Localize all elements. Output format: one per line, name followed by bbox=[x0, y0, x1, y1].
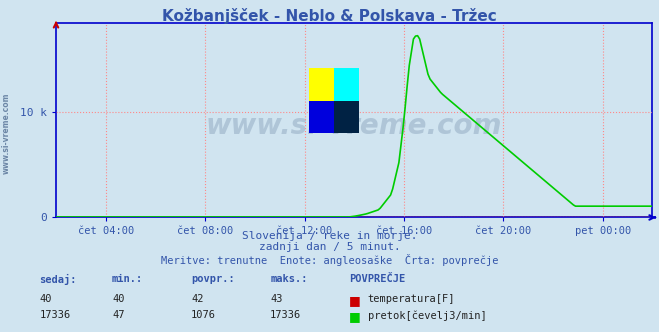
Text: maks.:: maks.: bbox=[270, 274, 308, 284]
Text: 17336: 17336 bbox=[270, 310, 301, 320]
Text: Slovenija / reke in morje.: Slovenija / reke in morje. bbox=[242, 231, 417, 241]
Text: 42: 42 bbox=[191, 294, 204, 304]
Text: ■: ■ bbox=[349, 294, 361, 307]
Text: Kožbanjšček - Neblo & Polskava - Tržec: Kožbanjšček - Neblo & Polskava - Tržec bbox=[162, 8, 497, 24]
Text: pretok[čevelj3/min]: pretok[čevelj3/min] bbox=[368, 310, 486, 321]
Text: temperatura[F]: temperatura[F] bbox=[368, 294, 455, 304]
Text: min.:: min.: bbox=[112, 274, 143, 284]
Text: povpr.:: povpr.: bbox=[191, 274, 235, 284]
Text: 1076: 1076 bbox=[191, 310, 216, 320]
Text: ■: ■ bbox=[349, 310, 361, 323]
Text: 43: 43 bbox=[270, 294, 283, 304]
Text: zadnji dan / 5 minut.: zadnji dan / 5 minut. bbox=[258, 242, 401, 252]
Text: 40: 40 bbox=[112, 294, 125, 304]
Text: sedaj:: sedaj: bbox=[40, 274, 77, 285]
Text: 40: 40 bbox=[40, 294, 52, 304]
Text: 17336: 17336 bbox=[40, 310, 71, 320]
Text: POVPREČJE: POVPREČJE bbox=[349, 274, 405, 284]
Text: www.si-vreme.com: www.si-vreme.com bbox=[206, 112, 502, 140]
Text: 47: 47 bbox=[112, 310, 125, 320]
Text: Meritve: trenutne  Enote: angleosaške  Črta: povprečje: Meritve: trenutne Enote: angleosaške Črt… bbox=[161, 254, 498, 266]
Text: www.si-vreme.com: www.si-vreme.com bbox=[2, 92, 11, 174]
